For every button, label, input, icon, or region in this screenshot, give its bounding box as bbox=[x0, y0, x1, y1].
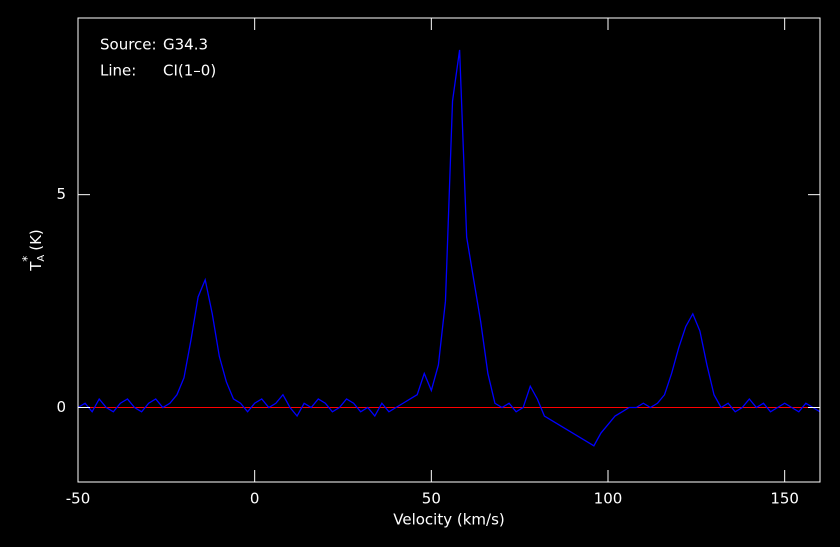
annotation-value: G34.3 bbox=[163, 36, 208, 54]
y-tick-label: 5 bbox=[56, 185, 66, 203]
x-tick-label: 0 bbox=[250, 490, 260, 508]
annotation-value: CI(1–0) bbox=[163, 62, 216, 80]
annotation-label: Line: bbox=[100, 62, 136, 80]
y-label-unit: (K) bbox=[27, 229, 45, 251]
y-tick-label: 0 bbox=[56, 398, 66, 416]
x-tick-label: 150 bbox=[770, 490, 799, 508]
y-label-sup: * bbox=[20, 256, 34, 262]
spectrum-line bbox=[77, 49, 821, 447]
plot-frame bbox=[77, 17, 821, 483]
x-tick-label: -50 bbox=[66, 490, 91, 508]
y-label-main: T bbox=[27, 261, 45, 272]
x-tick-label: 100 bbox=[594, 490, 623, 508]
x-tick-label: 50 bbox=[422, 490, 441, 508]
x-axis-label: Velocity (km/s) bbox=[393, 511, 504, 529]
y-label-sub: A bbox=[36, 255, 47, 262]
annotation-label: Source: bbox=[100, 36, 157, 54]
y-axis-label: TA* (K) bbox=[20, 229, 48, 272]
